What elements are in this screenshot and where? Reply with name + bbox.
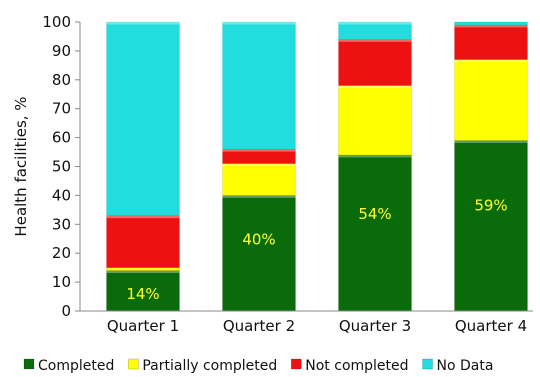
x-tick-label: Quarter 4	[455, 317, 527, 335]
bar-highlight	[222, 22, 296, 25]
bar-partially-completed	[454, 59, 528, 141]
y-tick-label: 50	[52, 158, 71, 176]
data-labels: 14% 40% 54% 59%	[126, 196, 507, 302]
bar-no-data	[222, 21, 296, 150]
bar-partially-completed	[338, 85, 412, 156]
bar-highlight	[454, 59, 528, 63]
x-tick-label: Quarter 2	[223, 317, 295, 335]
data-label: 40%	[242, 230, 275, 248]
bar-highlight	[454, 24, 528, 28]
bar-highlight	[454, 140, 528, 143]
bar-completed	[454, 140, 528, 312]
bar-highlight	[338, 85, 412, 89]
bar-highlight	[338, 154, 412, 158]
bar-highlight	[338, 39, 412, 42]
x-tick-label: Quarter 3	[339, 317, 411, 335]
y-tick-label: 60	[52, 129, 71, 147]
bar-highlight	[338, 22, 412, 25]
y-tick-label: 100	[42, 13, 71, 31]
bar-partially-completed	[106, 267, 180, 271]
legend-swatch-partially-completed	[128, 358, 139, 370]
bar-no-data	[454, 21, 528, 26]
bar-completed	[222, 195, 296, 312]
y-tick-label: 10	[52, 273, 71, 291]
data-label: 14%	[126, 285, 159, 303]
legend-label-partially-completed: Partially completed	[142, 358, 277, 374]
legend-label-completed: Completed	[38, 358, 114, 374]
y-tick-label: 40	[52, 186, 71, 204]
bar-not-completed	[338, 39, 412, 86]
bar-no-data	[106, 21, 180, 216]
bar-completed	[338, 154, 412, 312]
legend-swatch-not-completed	[290, 358, 302, 370]
y-axis: 0 10 20 30 40 50 60 70 80 90 100	[42, 13, 81, 320]
bar-highlight	[106, 22, 180, 25]
data-label: 59%	[474, 196, 507, 214]
x-axis: Quarter 1 Quarter 2 Quarter 3 Quarter 4	[80, 310, 533, 335]
bar-not-completed	[454, 24, 528, 60]
bar-partially-completed	[222, 163, 296, 196]
y-axis-title: Health facilities, %	[12, 96, 30, 236]
bar-highlight	[106, 270, 180, 274]
bar-highlight	[222, 149, 296, 152]
y-tick-label: 20	[52, 244, 71, 262]
bar-not-completed	[106, 215, 180, 268]
y-tick-label: 70	[52, 100, 71, 118]
x-tick-label: Quarter 1	[107, 317, 179, 335]
y-tick-label: 0	[61, 302, 71, 320]
bar-highlight	[106, 215, 180, 219]
y-tick-label: 80	[52, 71, 71, 89]
legend-label-no-data: No Data	[437, 358, 494, 374]
bar-highlight	[222, 163, 296, 167]
bar-no-data	[338, 21, 412, 40]
bar-highlight	[222, 195, 296, 198]
data-label: 54%	[358, 205, 391, 223]
y-tick-label: 30	[52, 215, 71, 233]
legend-swatch-no-data	[422, 358, 433, 370]
legend-swatch-completed	[23, 358, 35, 370]
y-tick-label: 90	[52, 42, 71, 60]
bar-completed	[106, 270, 180, 312]
legend-label-not-completed: Not completed	[305, 358, 408, 374]
legend: Completed Partially completed Not complete…	[23, 358, 494, 374]
